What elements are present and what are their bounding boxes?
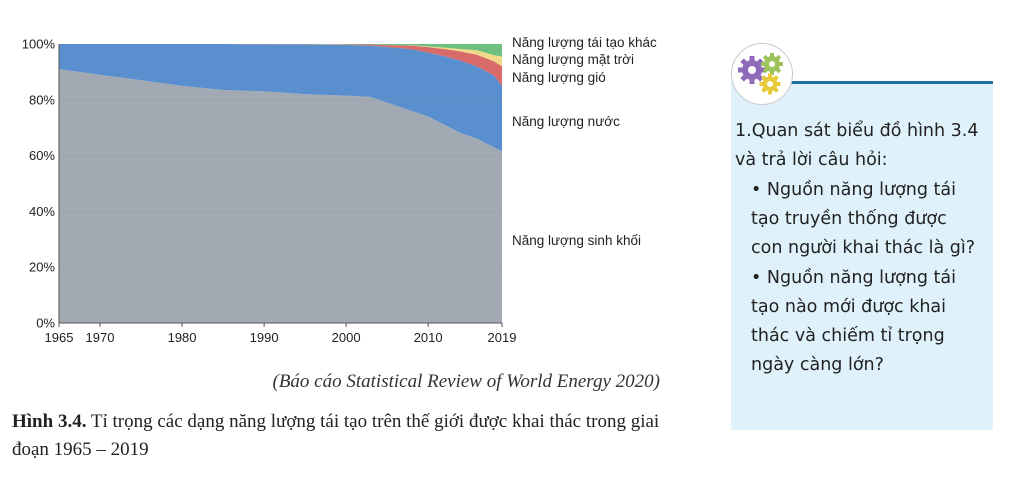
caption-label: Hình 3.4.: [12, 411, 87, 432]
gears-icon: [731, 43, 793, 105]
legend: Năng lượng tái tạo khác Năng lượng mặt tr…: [512, 35, 657, 248]
question-box-top-rule: [760, 81, 993, 84]
question-bullet: • Nguồn năng lượng tái tạo nào mới được …: [731, 264, 981, 380]
legend-label: Năng lượng sinh khối: [512, 233, 641, 248]
bullet-dot: •: [751, 180, 762, 200]
x-tick-label: 1980: [168, 330, 197, 345]
area-Năng lượng tái tạo khác: [59, 44, 502, 57]
x-tick-label: 2019: [488, 330, 517, 345]
bullet-text: Nguồn năng lượng tái tạo nào mới được kh…: [751, 268, 957, 375]
question-bullet: • Nguồn năng lượng tái tạo truyền thống …: [731, 176, 981, 263]
y-tick-label: 40%: [29, 204, 55, 219]
y-tick-label: 60%: [29, 148, 55, 163]
y-axis: 0% 20% 40% 60% 80% 100%: [22, 37, 502, 331]
question-text: 1.Quan sát biểu đồ hình 3.4 và trả lời c…: [731, 117, 981, 380]
y-tick-label: 80%: [29, 92, 55, 107]
legend-label: Năng lượng tái tạo khác: [512, 35, 657, 50]
x-axis: 1965 1970 1980 1990 2000 2010 2019: [45, 322, 517, 345]
area-Năng lượng sinh khối: [59, 69, 502, 323]
x-tick-label: 2000: [332, 330, 361, 345]
figure-caption: Hình 3.4. Tỉ trọng các dạng năng lượng t…: [12, 408, 672, 464]
x-tick-label: 1990: [250, 330, 279, 345]
question-box: [731, 82, 993, 430]
question-intro: 1.Quan sát biểu đồ hình 3.4 và trả lời c…: [735, 121, 979, 170]
legend-label: Năng lượng mặt trời: [512, 52, 634, 67]
legend-label: Năng lượng gió: [512, 70, 606, 85]
y-tick-label: 0%: [36, 316, 55, 331]
x-tick-label: 1965: [45, 330, 74, 345]
bullet-text: Nguồn năng lượng tái tạo truyền thống đư…: [751, 180, 976, 258]
source-note: (Báo cáo Statistical Review of World Ene…: [272, 371, 661, 392]
area-Năng lượng nước: [59, 44, 502, 152]
caption-text: Tỉ trọng các dạng năng lượng tái tạo trê…: [12, 411, 660, 460]
y-tick-label: 20%: [29, 260, 55, 275]
x-tick-label: 1970: [86, 330, 115, 345]
x-tick-label: 2010: [414, 330, 443, 345]
stacked-area-chart: 0% 20% 40% 60% 80% 100% 1965 1970 1980 1990 2000 2…: [22, 35, 657, 345]
y-tick-label: 100%: [22, 37, 56, 52]
bullet-dot: •: [751, 268, 762, 288]
legend-label: Năng lượng nước: [512, 114, 620, 129]
area-series-group: [59, 44, 502, 323]
